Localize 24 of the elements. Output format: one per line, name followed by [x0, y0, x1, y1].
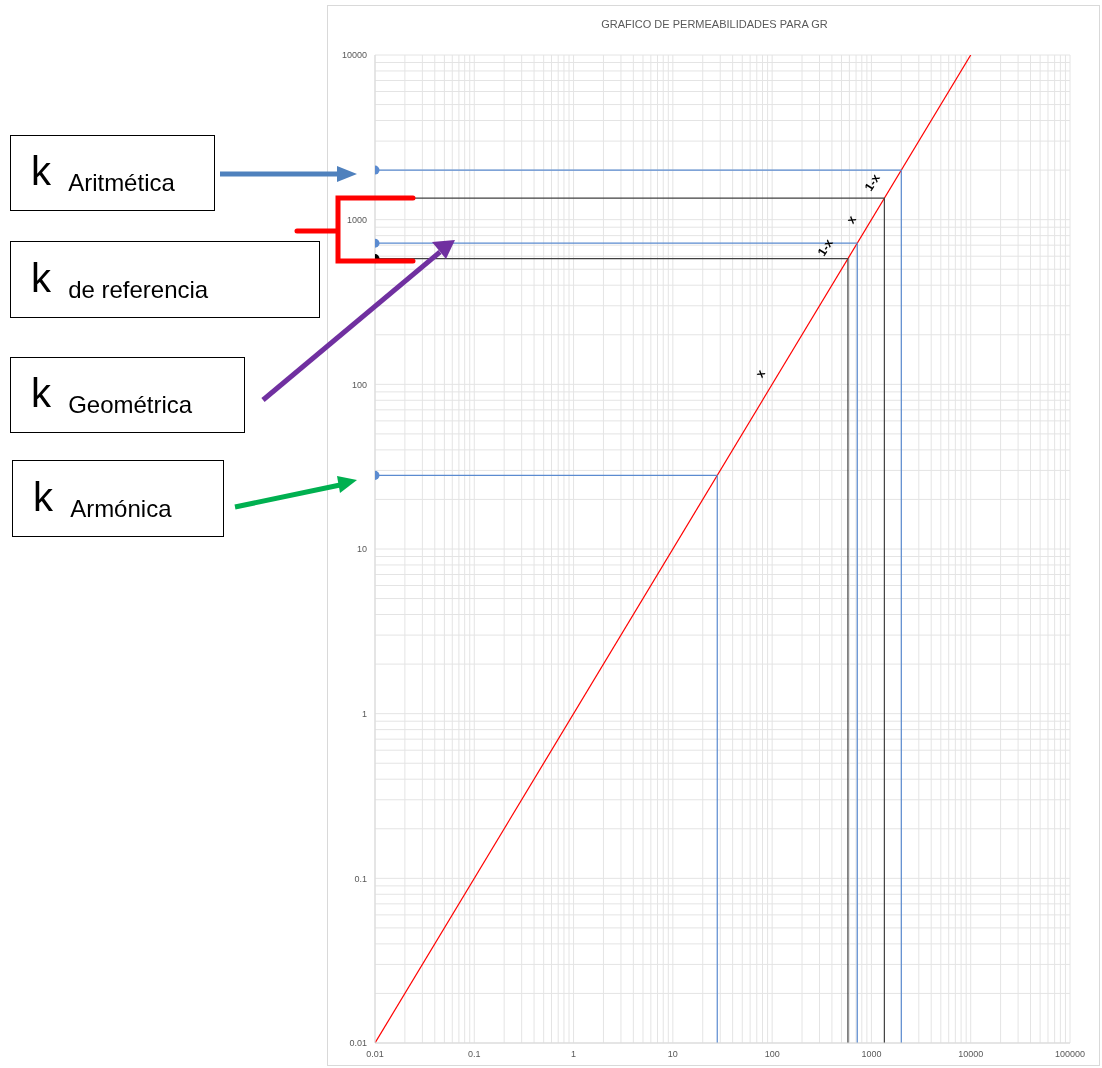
y-tick-label: 1000 [346, 214, 367, 225]
x-tick-label: 0.01 [366, 1049, 384, 1060]
text: k $_{de referencia}$ [31, 255, 209, 304]
text: k $_{Aritmética}$ [31, 149, 175, 197]
annotation: 1-x [814, 236, 836, 259]
annotation: x [843, 212, 860, 227]
annotation: x [752, 366, 769, 381]
text: k $_{Armónica}$ [33, 474, 172, 523]
x-tick-label: 100000 [1054, 1049, 1086, 1060]
annotation: 1-x [861, 171, 883, 194]
x-tick-label: 10000 [958, 1049, 984, 1060]
y-tick-label: 10 [356, 544, 367, 555]
y-tick-label: 10000 [341, 50, 367, 61]
x-tick-label: 1 [571, 1049, 577, 1060]
x-tick-label: 1000 [861, 1049, 882, 1060]
y-tick-label: 0.1 [354, 873, 367, 884]
text: k $_{Geométrica}$ [31, 371, 193, 419]
y-tick-label: 0.01 [349, 1038, 367, 1049]
y-tick-label: 1 [361, 708, 367, 719]
x-tick-label: 0.1 [468, 1049, 481, 1060]
chart-title: GRAFICO DE PERMEABILIDADES PARA GR [600, 18, 829, 30]
y-tick-label: 100 [351, 379, 367, 390]
x-tick-label: 100 [764, 1049, 780, 1060]
x-tick-label: 10 [667, 1049, 678, 1060]
